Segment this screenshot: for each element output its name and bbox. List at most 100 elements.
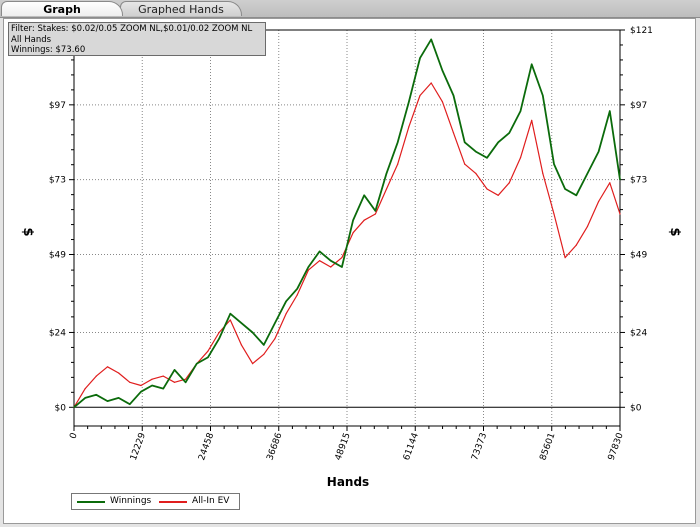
winnings-line-point bbox=[519, 110, 522, 112]
graph-panel bbox=[3, 18, 696, 524]
winnings-line-point bbox=[441, 69, 443, 72]
all-in-ev-line-point bbox=[430, 82, 432, 84]
all-in-ev-line-point bbox=[263, 353, 265, 355]
x-tick-label: 0 bbox=[68, 431, 79, 440]
all-in-ev-line-point bbox=[207, 350, 209, 352]
y-tick-label-right: $121 bbox=[630, 26, 653, 36]
all-in-ev-line-point bbox=[408, 126, 410, 128]
all-in-ev-line-point bbox=[274, 338, 276, 340]
x-tick-label: 61144 bbox=[402, 431, 421, 462]
all-in-ev-line-point bbox=[95, 375, 97, 377]
all-in-ev-line-point bbox=[252, 363, 254, 365]
winnings-line-point bbox=[196, 363, 198, 365]
winnings-line-point bbox=[397, 141, 399, 143]
filter-hands-text: All Hands bbox=[11, 34, 52, 45]
all-in-ev-line-point bbox=[497, 194, 499, 196]
all-in-ev-line-point bbox=[419, 94, 421, 97]
winnings-line-point bbox=[598, 151, 600, 153]
tab-graphed-hands[interactable]: Graphed Hands bbox=[120, 1, 242, 16]
all-in-ev-line-point bbox=[106, 366, 109, 368]
winnings-line-point bbox=[452, 94, 455, 97]
winnings-line-point bbox=[586, 172, 589, 174]
all-in-ev-line-point bbox=[598, 200, 600, 203]
winnings-line-point bbox=[118, 397, 120, 399]
tab-graph[interactable]: Graph bbox=[1, 1, 123, 16]
legend-label-winnings: Winnings bbox=[110, 496, 152, 506]
all-in-ev-line-point bbox=[129, 381, 131, 383]
winnings-line-point bbox=[531, 63, 533, 65]
tab-bar: Graph Graphed Hands bbox=[0, 0, 700, 18]
all-in-ev-line-point bbox=[374, 213, 376, 215]
all-in-ev-line-point bbox=[118, 372, 120, 374]
winnings-line-point bbox=[341, 266, 343, 268]
all-in-ev-line-point bbox=[229, 319, 231, 321]
winnings-line-point bbox=[508, 132, 510, 134]
filter-winnings-text: Winnings: $73.60 bbox=[11, 45, 86, 55]
all-in-ev-line-point bbox=[575, 244, 577, 246]
winnings-line-point bbox=[229, 313, 231, 315]
winnings-line-point bbox=[464, 141, 466, 143]
y-tick-label-right: $97 bbox=[630, 101, 647, 111]
x-tick-label: 73373 bbox=[470, 432, 489, 462]
all-in-ev-line-point bbox=[363, 219, 365, 221]
winnings-line-point bbox=[296, 288, 298, 290]
all-in-ev-line-point bbox=[84, 388, 86, 390]
y-tick-label-right: $49 bbox=[630, 251, 647, 261]
winnings-line-point bbox=[619, 179, 621, 181]
y-axis-label-left: $ bbox=[20, 227, 35, 236]
legend-swatch-winnings bbox=[77, 501, 105, 503]
all-in-ev-line-point bbox=[452, 132, 455, 134]
winnings-line-point bbox=[307, 266, 309, 268]
all-in-ev-line-point bbox=[441, 101, 443, 103]
winnings-line-point bbox=[363, 194, 365, 196]
winnings-line-point bbox=[408, 101, 410, 103]
legend-item-winnings[interactable]: Winnings bbox=[72, 494, 157, 509]
winnings-line-point bbox=[475, 151, 477, 153]
winnings-line-point bbox=[162, 388, 164, 390]
all-in-ev-line-point bbox=[519, 157, 522, 159]
all-in-ev-line-point bbox=[542, 172, 544, 174]
winnings-line-point bbox=[564, 188, 566, 190]
all-in-ev-line-point bbox=[218, 331, 220, 334]
winnings-line-point bbox=[84, 397, 86, 399]
winnings-line-point bbox=[274, 322, 276, 324]
winnings-line-point bbox=[575, 194, 577, 196]
chart-legend: Winnings All-In EV bbox=[71, 493, 240, 510]
winnings-line-point bbox=[330, 260, 332, 262]
legend-swatch-all-in-ev bbox=[159, 501, 187, 503]
y-axis-label-right: $ bbox=[667, 227, 682, 236]
y-tick-label-left: $0 bbox=[55, 403, 67, 413]
legend-item-all-in-ev[interactable]: All-In EV bbox=[157, 494, 239, 509]
all-in-ev-line-point bbox=[341, 257, 343, 259]
winnings-line-point bbox=[352, 219, 354, 221]
x-tick-label: 36686 bbox=[265, 431, 284, 462]
winnings-line bbox=[73, 38, 621, 408]
y-tick-label-left: $24 bbox=[49, 328, 66, 338]
all-in-ev-line-point bbox=[619, 213, 621, 215]
all-in-ev-line-point bbox=[531, 119, 533, 121]
x-axis-label: Hands bbox=[327, 475, 369, 489]
y-tick-label-right: $24 bbox=[630, 328, 647, 338]
winnings-line-point bbox=[430, 38, 432, 41]
all-in-ev-line-point bbox=[385, 188, 388, 190]
winnings-line-point bbox=[106, 400, 109, 402]
all-in-ev-line-point bbox=[240, 344, 242, 346]
all-in-ev-line-point bbox=[162, 375, 164, 377]
all-in-ev-line-point bbox=[285, 313, 287, 315]
all-in-ev-line-point bbox=[609, 182, 611, 184]
y-tick-label-left: $73 bbox=[49, 176, 66, 186]
y-tick-label-right: $0 bbox=[630, 403, 642, 413]
winnings-line-point bbox=[385, 172, 388, 174]
y-tick-label-right: $73 bbox=[630, 176, 647, 186]
winnings-line-point bbox=[173, 369, 176, 371]
winnings-line-point bbox=[129, 403, 131, 405]
all-in-ev-line-point bbox=[486, 188, 488, 190]
all-in-ev-line-point bbox=[564, 257, 566, 259]
all-in-ev-line-point bbox=[553, 213, 555, 215]
winnings-line-point bbox=[207, 356, 209, 358]
winnings-line-point bbox=[542, 94, 544, 97]
winnings-line-point bbox=[285, 300, 287, 302]
winnings-line-point bbox=[140, 391, 142, 393]
winnings-line-point bbox=[609, 110, 611, 112]
